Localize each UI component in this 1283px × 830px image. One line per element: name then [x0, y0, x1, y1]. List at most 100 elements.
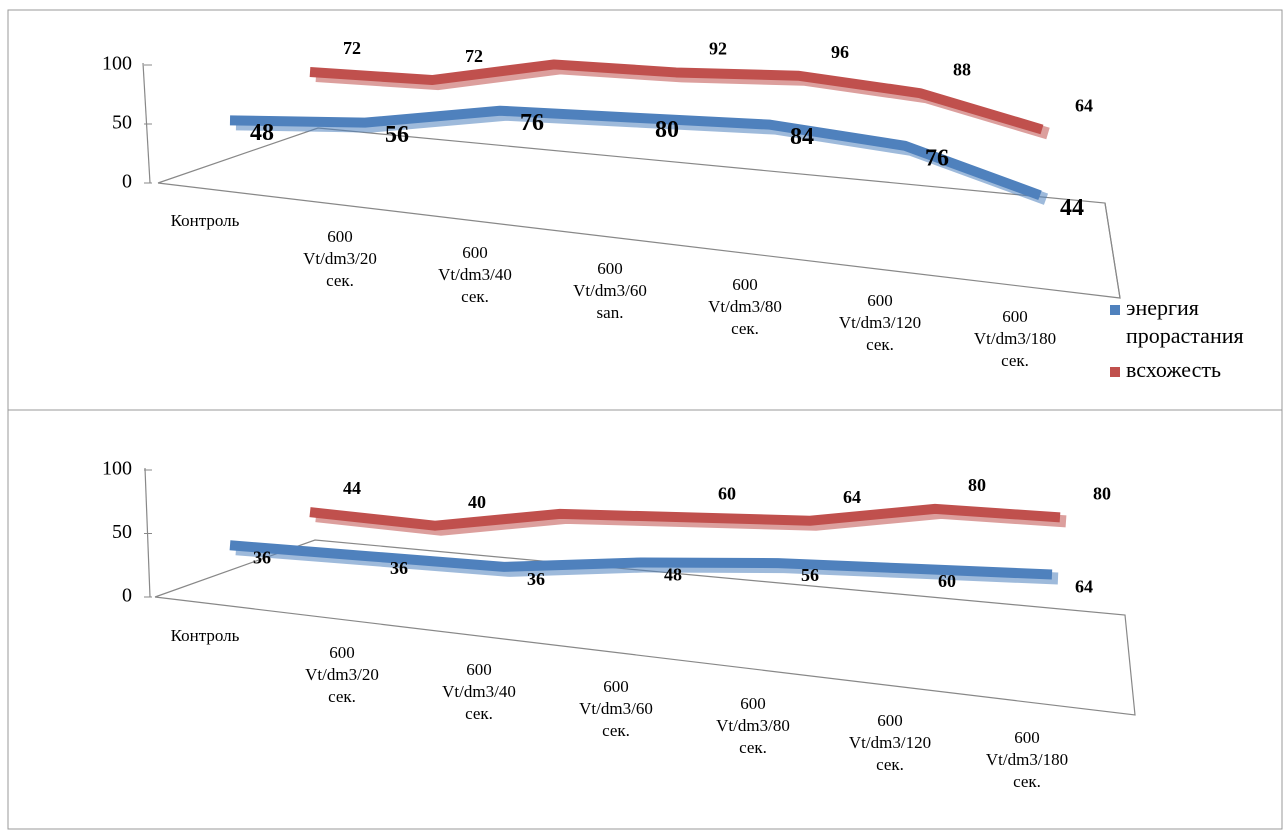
text-line: 600 [466, 660, 492, 679]
data-label: 40 [468, 492, 486, 512]
text-line: 600 [732, 275, 758, 294]
data-label: 64 [1075, 577, 1093, 597]
data-label: 64 [1075, 96, 1093, 116]
data-label: 72 [343, 38, 361, 58]
y-tick-label: 50 [112, 112, 132, 134]
x-tick-label: 600 Vt/dm3/180 сек. [986, 728, 1068, 791]
text-line: сек. [731, 319, 759, 338]
text-line: Vt/dm3/40 [442, 682, 516, 701]
text-line: Vt/dm3/60 [573, 281, 647, 300]
y-tick-label: 0 [122, 585, 132, 607]
text-line: Vt/dm3/40 [438, 265, 512, 284]
text-line: Контроль [171, 626, 240, 645]
series-line [309, 59, 1044, 135]
x-tick-label: 600 Vt/dm3/80 сек. [716, 694, 790, 757]
x-tick-label: 600 Vt/dm3/40 сек. [442, 660, 516, 723]
text-line: сек. [1001, 351, 1029, 370]
text-line: 600 [462, 243, 488, 262]
y-axis [144, 467, 151, 598]
x-tick-label: 600 Vt/dm3/180 сек. [974, 307, 1056, 370]
text-line: сек. [461, 287, 489, 306]
data-label: 96 [831, 42, 849, 62]
text-line: 600 [327, 227, 353, 246]
data-label: 44 [343, 478, 361, 498]
text-line: Контроль [171, 211, 240, 230]
text-line: сек. [602, 721, 630, 740]
data-label: 76 [520, 110, 544, 136]
data-label: 48 [664, 565, 682, 585]
data-label: 88 [953, 59, 971, 79]
text-line: Vt/dm3/80 [708, 297, 782, 316]
text-line: сек. [328, 687, 356, 706]
chart-wall [1104, 202, 1121, 299]
x-tick-label: 600 Vt/dm3/20 сек. [303, 227, 377, 290]
text-line: 600 [329, 643, 355, 662]
x-tick-label: 600 Vt/dm3/20 сек. [305, 643, 379, 706]
text-line: san. [597, 303, 624, 322]
data-label: 76 [925, 145, 949, 171]
text-line: 600 [597, 259, 623, 278]
legend-label: энергия прорастания [1126, 295, 1244, 348]
y-axis [142, 62, 151, 184]
x-tick-label: 600 Vt/dm3/60 сек. [579, 677, 653, 740]
text-line: сек. [1013, 772, 1041, 791]
data-label: 36 [390, 558, 408, 578]
data-label: 80 [1093, 484, 1111, 504]
text-line: 600 [867, 291, 893, 310]
text-line: Vt/dm3/20 [305, 665, 379, 684]
text-line: сек. [326, 271, 354, 290]
text-line: 600 [1002, 307, 1028, 326]
data-label: 60 [938, 571, 956, 591]
x-tick-label: Контроль [171, 211, 240, 230]
series-line [229, 105, 1042, 200]
text-line: Vt/dm3/120 [839, 313, 921, 332]
x-tick-label: 600 Vt/dm3/40 сек. [438, 243, 512, 306]
x-tick-label: 600 Vt/dm3/80 сек. [708, 275, 782, 338]
data-label: 92 [709, 39, 727, 59]
text-line: Vt/dm3/80 [716, 716, 790, 735]
text-line: Vt/dm3/180 [974, 329, 1056, 348]
legend-label: всхожесть [1126, 357, 1221, 382]
data-label: 80 [968, 475, 986, 495]
data-label: 36 [253, 547, 271, 567]
text-line: Vt/dm3/60 [579, 699, 653, 718]
data-label: 48 [250, 120, 274, 146]
text-line: энергия [1126, 295, 1199, 320]
series-line [229, 540, 1053, 580]
x-tick-label: Контроль [171, 626, 240, 645]
data-label: 56 [385, 122, 409, 148]
text-line: 600 [1014, 728, 1040, 747]
text-line: всхожесть [1126, 357, 1221, 382]
data-label: 36 [527, 569, 545, 589]
text-line: Vt/dm3/20 [303, 249, 377, 268]
chart-floor [154, 539, 1136, 716]
text-line: 600 [740, 694, 766, 713]
data-label: 44 [1060, 195, 1084, 221]
chart-floor [157, 127, 1121, 299]
text-line: Vt/dm3/120 [849, 733, 931, 752]
y-tick-label: 100 [102, 458, 132, 480]
data-label: 56 [801, 565, 819, 585]
data-label: 60 [718, 483, 736, 503]
x-tick-label: 600 Vt/dm3/60 san. [573, 259, 647, 322]
data-label: 80 [655, 117, 679, 143]
text-line: прорастания [1126, 323, 1244, 348]
series-line [309, 503, 1061, 531]
y-tick-label: 50 [112, 521, 132, 543]
x-tick-label: 600 Vt/dm3/120 сек. [849, 711, 931, 774]
text-line: сек. [739, 738, 767, 757]
text-line: 600 [877, 711, 903, 730]
data-label: 64 [843, 487, 861, 507]
text-line: сек. [465, 704, 493, 723]
y-tick-label: 0 [122, 171, 132, 193]
legend-swatch [1110, 305, 1120, 315]
x-tick-label: 600 Vt/dm3/120 сек. [839, 291, 921, 354]
data-label: 84 [790, 124, 814, 150]
data-label: 72 [465, 46, 483, 66]
text-line: 600 [603, 677, 629, 696]
legend-swatch [1110, 367, 1120, 377]
text-line: сек. [866, 335, 894, 354]
text-line: сек. [876, 755, 904, 774]
cell-border [7, 409, 1283, 830]
